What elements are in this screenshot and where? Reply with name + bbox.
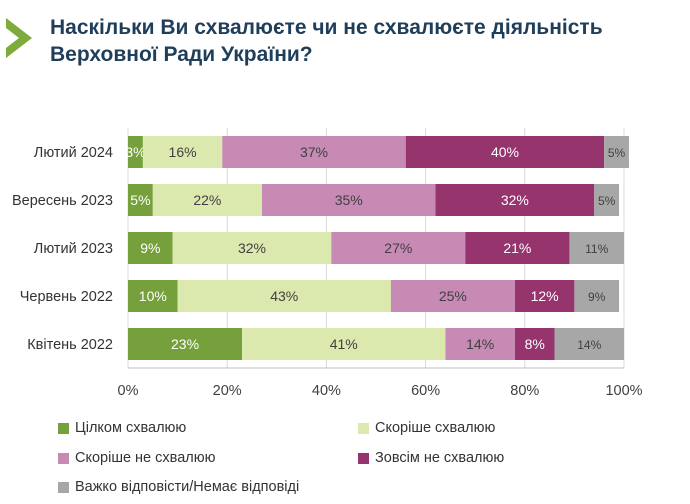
bar-segment — [128, 232, 173, 264]
legend-item: Скоріше не схвалюю — [58, 448, 215, 468]
data-label: 3% — [125, 144, 145, 160]
x-tick-label: 0% — [118, 383, 139, 399]
bar-segment — [128, 280, 178, 312]
category-label: Лютий 2024 — [34, 145, 113, 161]
bar-segment — [569, 232, 624, 264]
play-arrow-icon — [6, 18, 32, 58]
bar-segment — [390, 280, 515, 312]
data-label: 40% — [491, 144, 519, 160]
data-label: 32% — [238, 240, 266, 256]
bar-segment — [261, 184, 436, 216]
bar-segment — [574, 280, 620, 312]
data-label: 23% — [171, 336, 199, 352]
title-line-2: Верховної Ради України? — [50, 43, 313, 66]
bar-segment — [554, 328, 624, 360]
legend-swatch — [358, 452, 369, 464]
bar-segment — [331, 232, 466, 264]
bar-segment — [445, 328, 515, 360]
bar-segment — [594, 184, 620, 216]
category-label: Червень 2022 — [20, 289, 113, 305]
legend-item: Скоріше схвалюю — [358, 418, 495, 438]
page-title: Наскільки Ви схвалюєте чи не схвалюєте д… — [50, 14, 670, 68]
x-tick-label: 40% — [312, 383, 341, 399]
bar-segment — [177, 280, 391, 312]
category-label: Квітень 2022 — [27, 337, 113, 353]
legend-label: Зовсім не схвалюю — [375, 450, 505, 466]
data-label: 11% — [585, 242, 608, 256]
data-label: 43% — [270, 288, 298, 304]
data-label: 21% — [503, 240, 531, 256]
legend-item: Зовсім не схвалюю — [358, 448, 504, 468]
legend-item: Важко відповісти/Немає відповіді — [58, 477, 299, 497]
data-label: 9% — [140, 240, 160, 256]
bar-segment — [242, 328, 446, 360]
legend-swatch — [358, 422, 369, 434]
bar-segment — [142, 136, 223, 168]
x-tick-label: 100% — [605, 383, 642, 399]
bar-segment — [465, 232, 570, 264]
data-label: 27% — [384, 240, 412, 256]
data-label: 5% — [608, 146, 626, 160]
legend-swatch — [58, 422, 69, 434]
title-line-1: Наскільки Ви схвалюєте чи не схвалюєте д… — [50, 16, 603, 39]
bar-segment — [128, 136, 143, 168]
bar-segment — [514, 280, 575, 312]
legend-swatch — [58, 481, 69, 493]
data-label: 5% — [130, 192, 150, 208]
data-label: 22% — [193, 192, 221, 208]
bar-segment — [405, 136, 605, 168]
data-label: 35% — [335, 192, 363, 208]
title-area: Наскільки Ви схвалюєте чи не схвалюєте д… — [0, 0, 690, 80]
chart-legend: Цілком схвалюю Скоріше схвалюю Скоріше не … — [58, 418, 658, 504]
data-label: 8% — [525, 336, 545, 352]
data-label: 14% — [466, 336, 494, 352]
bar-segment — [128, 328, 243, 360]
legend-item: Цілком схвалюю — [58, 418, 186, 438]
data-label: 16% — [169, 144, 197, 160]
category-label: Лютий 2023 — [34, 241, 113, 257]
bar-segment — [514, 328, 555, 360]
legend-label: Важко відповісти/Немає відповіді — [75, 479, 300, 495]
bar-segment — [435, 184, 595, 216]
bar-segment — [128, 184, 153, 216]
legend-label: Скоріше схвалюю — [375, 420, 496, 436]
category-label: Вересень 2023 — [12, 193, 113, 209]
bar-segment — [604, 136, 629, 168]
data-label: 32% — [501, 192, 529, 208]
x-tick-label: 60% — [411, 383, 440, 399]
data-label: 10% — [139, 288, 167, 304]
x-tick-label: 20% — [213, 383, 242, 399]
stacked-bar-chart: Лютий 2024 3% 16% 37% 40% 5% Вересень 2023 5% 22… — [12, 128, 643, 399]
data-label: 37% — [300, 144, 328, 160]
data-label: 5% — [598, 194, 616, 208]
legend-label: Скоріше не схвалюю — [75, 450, 216, 466]
x-tick-label: 80% — [510, 383, 539, 399]
legend-swatch — [58, 452, 69, 464]
data-label: 41% — [330, 336, 358, 352]
bar-segment — [222, 136, 406, 168]
bar-segment — [152, 184, 262, 216]
data-label: 25% — [439, 288, 467, 304]
data-label: 12% — [531, 288, 559, 304]
data-label: 9% — [588, 290, 606, 304]
bar-segment — [172, 232, 332, 264]
data-label: 14% — [577, 338, 601, 352]
legend-label: Цілком схвалюю — [75, 420, 187, 436]
